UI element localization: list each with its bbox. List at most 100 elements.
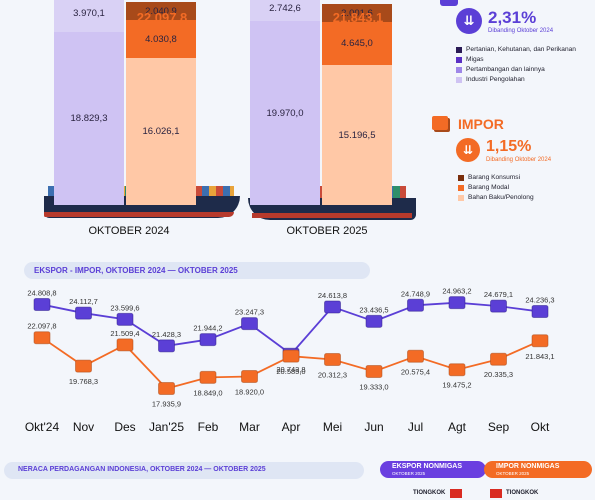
point-ekspor — [365, 314, 383, 328]
legend-label: Industri Pengolahan — [466, 76, 525, 83]
legend-item: Barang Modal — [458, 184, 534, 191]
point-impor — [531, 334, 549, 348]
point-ekspor — [448, 296, 466, 310]
impor-pct: 1,15% — [486, 138, 532, 155]
point-impor — [158, 382, 175, 396]
pill-export-nonmigas: EKSPOR NONMIGAS OKTOBER 2025 — [380, 461, 486, 478]
data-label-impor: 17.935,9 — [152, 400, 181, 409]
legend-label: Barang Modal — [468, 184, 510, 191]
export-oct2024-segment: 3.970,1 — [54, 0, 124, 32]
pill-export-label: EKSPOR NONMIGAS — [392, 462, 463, 470]
point-impor — [365, 364, 383, 378]
import-oct2025-segment: 2.001,6 — [322, 4, 392, 23]
legend-label: Barang Konsumsi — [468, 174, 521, 181]
data-label-impor: 21.509,4 — [110, 329, 139, 338]
data-label-impor: 20.335,3 — [484, 370, 513, 379]
data-label-ekspor: 24.963,2 — [442, 287, 471, 296]
pill-export-sub: OKTOBER 2025 — [392, 470, 426, 476]
ekspor-note: Dibanding Oktober 2024 — [488, 28, 554, 34]
point-ekspor — [199, 333, 217, 347]
legend-item: Barang Konsumsi — [458, 174, 534, 181]
legend-item: Migas — [456, 56, 576, 63]
point-impor — [282, 349, 300, 363]
data-label-impor: 20.575,4 — [401, 367, 430, 376]
data-label-ekspor: 24.808,8 — [27, 289, 56, 298]
bar-label-oct2024: OKTOBER 2024 — [88, 225, 170, 237]
point-ekspor — [116, 312, 134, 326]
data-label-impor: 20.312,3 — [318, 371, 347, 380]
data-label-impor: 22.097,8 — [27, 322, 56, 331]
impor-title: IMPOR — [458, 116, 504, 132]
x-tick-label: Apr — [282, 420, 301, 434]
legend-label: Pertanian, Kehutanan, dan Perikanan — [466, 46, 576, 53]
legend-item: Pertambangan dan lainnya — [456, 66, 576, 73]
import-oct2025-segment: 4.645,0 — [322, 22, 392, 66]
point-impor — [324, 353, 341, 367]
ekspor-pct: 2,31% — [488, 8, 537, 27]
x-tick-label: Mei — [323, 420, 342, 434]
legend-item: Pertanian, Kehutanan, dan Perikanan — [456, 46, 576, 53]
data-label-impor: 19.475,2 — [442, 381, 471, 390]
data-label-ekspor: 20.743,8 — [276, 365, 305, 374]
point-ekspor — [241, 317, 258, 331]
bottom-title: NERACA PERDAGANGAN INDONESIA, OKTOBER 20… — [18, 466, 266, 473]
bar-label-oct2025: OKTOBER 2025 — [286, 225, 368, 237]
legend-swatch — [456, 56, 462, 63]
data-label-ekspor: 24.748,9 — [401, 289, 430, 298]
data-label-impor: 20.585,0 — [276, 367, 305, 376]
legend-item: Industri Pengolahan — [456, 76, 576, 83]
import-oct2024-segment: 16.026,1 — [126, 57, 196, 205]
export-oct2025-segment: 19.970,0 — [250, 21, 320, 205]
x-tick-label: Jan'25 — [149, 420, 184, 434]
ekspor-panel: ⇊ 2,31% Dibanding Oktober 2024 Pertanian… — [440, 0, 595, 110]
point-impor — [116, 338, 134, 352]
x-tick-label: Mar — [239, 420, 260, 434]
impor-icon — [432, 116, 448, 130]
data-label-impor: 18.849,0 — [193, 388, 222, 397]
data-label-ekspor: 24.613,8 — [318, 291, 347, 300]
stacked-bars: 18.829,33.970,11.349,516.026,14.030,82.0… — [0, 0, 430, 245]
flag-china-icon-2 — [490, 489, 502, 498]
point-impor — [241, 370, 258, 384]
point-impor — [490, 352, 507, 366]
legend-label: Migas — [466, 56, 484, 63]
point-ekspor — [75, 306, 92, 320]
point-ekspor — [158, 339, 175, 353]
x-tick-label: Feb — [198, 420, 219, 434]
x-tick-label: Jul — [408, 420, 423, 434]
x-tick-label: Okt'24 — [25, 420, 60, 434]
legend-swatch — [456, 76, 462, 83]
x-tick-label: Nov — [73, 420, 94, 434]
legend-label: Bahan Baku/Penolong — [468, 194, 534, 201]
ekspor-legend: Pertanian, Kehutanan, dan Perikanan Migas… — [456, 46, 576, 86]
data-label-ekspor: 24.112,7 — [69, 297, 98, 306]
x-tick-label: Sep — [488, 420, 510, 434]
pill-import-sub: OKTOBER 2025 — [496, 470, 530, 476]
pill-import-nonmigas: IMPOR NONMIGAS OKTOBER 2025 — [484, 461, 592, 478]
ship-hull-left-stripe — [44, 212, 234, 217]
ekspor-icon-top — [440, 0, 458, 6]
ship-hull-right-stripe — [252, 213, 412, 218]
point-ekspor — [531, 305, 549, 319]
x-tick-label: Agt — [448, 420, 467, 434]
total-import-oct2025: 21.843,1 — [332, 10, 384, 25]
data-label-ekspor: 23.247,3 — [235, 308, 264, 317]
point-ekspor — [407, 298, 424, 312]
line-section-title: EKSPOR - IMPOR, OKTOBER 2024 — OKTOBER 2… — [34, 266, 238, 275]
data-label-impor: 21.843,1 — [525, 352, 554, 361]
legend-swatch — [458, 194, 464, 201]
import-oct2025-segment: 15.196,5 — [322, 65, 392, 205]
impor-panel: IMPOR ⇊ 1,15% Dibanding Oktober 2024 Bar… — [430, 112, 595, 222]
impor-legend: Barang Konsumsi Barang Modal Bahan Baku/Pe… — [458, 174, 534, 204]
line-section-header: EKSPOR - IMPOR, OKTOBER 2024 — OKTOBER 2… — [24, 262, 370, 279]
legend-item: Bahan Baku/Penolong — [458, 194, 534, 201]
point-impor — [448, 363, 466, 377]
country-export: TIONGKOK — [413, 490, 446, 496]
import-oct2024-segment: 4.030,8 — [126, 20, 196, 58]
point-impor — [407, 349, 424, 363]
data-label-ekspor: 21.428,3 — [152, 330, 181, 339]
data-label-ekspor: 21.944,2 — [193, 324, 222, 333]
point-ekspor — [33, 298, 51, 312]
legend-swatch — [458, 174, 464, 181]
data-label-impor: 19.768,3 — [69, 377, 98, 386]
